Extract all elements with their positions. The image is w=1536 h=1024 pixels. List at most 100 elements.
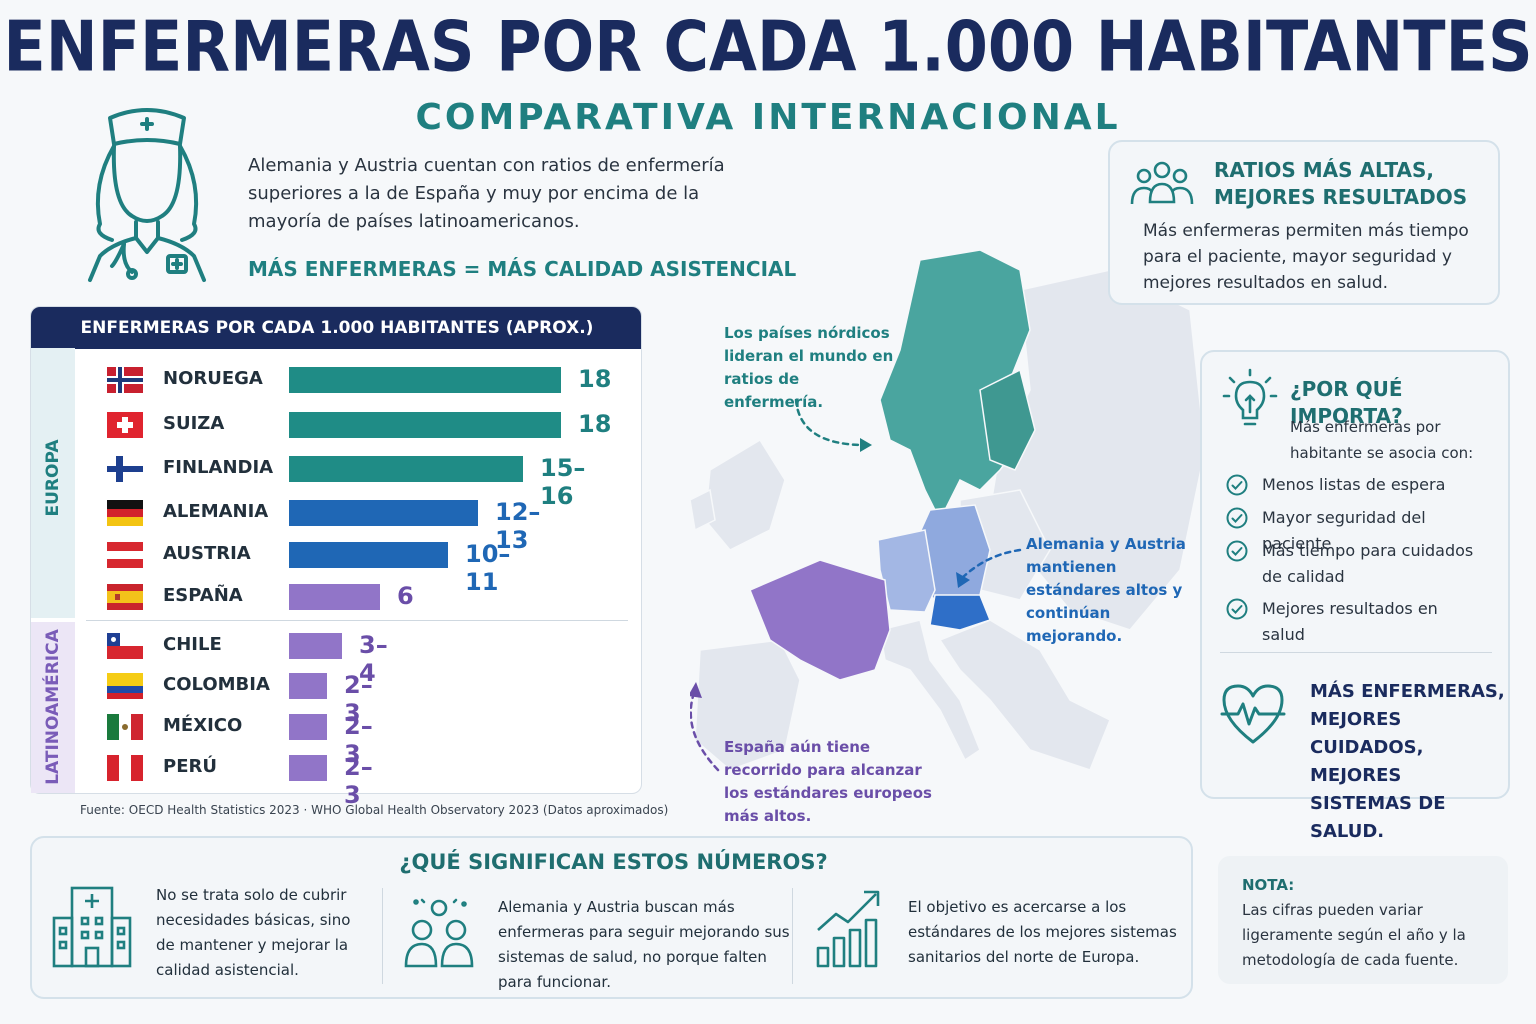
value-label: 3–4 (359, 631, 388, 687)
meaning-card: ¿QUÉ SIGNIFICAN ESTOS NÚMEROS? (30, 836, 1193, 999)
meaning-divider-1 (382, 888, 383, 984)
why-lead: Más enfermeras por habitante se asocia c… (1290, 418, 1474, 462)
check-circle-icon (1226, 507, 1248, 529)
map-benelux-germany (877, 529, 936, 613)
map-uk (704, 438, 786, 551)
ratios-text: Más enfermeras permiten más tiempo para … (1143, 221, 1469, 293)
why-closing: MÁS ENFERMERAS, MEJORES CUIDADOS, MEJORE… (1310, 681, 1505, 842)
page-subtitle: COMPARATIVA INTERNACIONAL (415, 97, 1121, 138)
bar-finlandia (289, 456, 523, 482)
spain-flag-icon (107, 584, 143, 610)
group-band-latam: LATINOAMÉRICA (31, 622, 75, 793)
norway-flag-icon (107, 367, 143, 393)
austria-flag-icon (107, 542, 143, 568)
group-divider (86, 620, 628, 621)
group-label-europe: EUROPA (43, 439, 63, 517)
value-label: 2–3 (344, 712, 373, 768)
note-text: Las cifras pueden variar ligeramente seg… (1242, 901, 1466, 969)
country-label: COLOMBIA (163, 674, 270, 695)
chile-flag-icon (107, 633, 143, 659)
mexico-flag-icon (107, 714, 143, 740)
people-icon (1130, 161, 1194, 205)
why-divider (1220, 652, 1492, 653)
colombia-flag-icon (107, 673, 143, 699)
country-label: AUSTRIA (163, 543, 251, 564)
why-title: ¿POR QUÉ IMPORTA? (1290, 377, 1403, 428)
meaning-divider-2 (792, 888, 793, 984)
country-label: ALEMANIA (163, 501, 269, 522)
bar-chile (289, 633, 342, 659)
bar-noruega (289, 367, 561, 393)
switzerland-flag-icon (107, 412, 143, 438)
arrowhead-nordic (860, 438, 872, 452)
map-finland (979, 368, 1036, 471)
map-france (749, 559, 891, 681)
country-label: PERÚ (163, 756, 217, 777)
family-icon (404, 898, 474, 968)
meaning-text-3: El objetivo es acercarse a los estándare… (908, 898, 1177, 966)
map-balkans (938, 619, 1111, 771)
value-label: 15–16 (540, 454, 586, 510)
nurse-icon (88, 108, 206, 282)
ratios-card: RATIOS MÁS ALTAS, MEJORES RESULTADOS Más… (1108, 140, 1500, 305)
intro-text: Alemania y Austria cuentan con ratios de… (248, 155, 725, 232)
note-card: NOTA: Las cifras pueden variar ligeramen… (1218, 856, 1508, 984)
value-label: 6 (397, 582, 414, 610)
arrow-germany (958, 548, 1022, 582)
chart-source: Fuente: OECD Health Statistics 2023 · WH… (80, 803, 669, 817)
value-label: 18 (578, 410, 612, 438)
note-title: NOTA: (1242, 876, 1295, 894)
ratios-title-2: MEJORES RESULTADOS (1214, 185, 1468, 209)
check-circle-icon (1226, 540, 1248, 562)
why-card: ¿POR QUÉ IMPORTA? Más enfermeras por hab… (1200, 350, 1510, 842)
map-ireland (690, 488, 716, 532)
country-label: MÉXICO (163, 715, 243, 736)
bar-austria (289, 542, 448, 568)
arrowhead-spain (690, 682, 702, 698)
map-note-germany: Alemania y Austria mantienen estándares … (1026, 535, 1186, 645)
meaning-text-1: No se trata solo de cubrir necesidades b… (156, 886, 351, 979)
europe-map (690, 250, 1206, 772)
why-item-label: Menos listas de espera (1262, 475, 1446, 494)
bar-alemania (289, 500, 478, 526)
bar-méxico (289, 714, 327, 740)
value-label: 18 (578, 365, 612, 393)
hospital-icon (52, 886, 132, 968)
page-title: ENFERMERAS POR CADA 1.000 HABITANTES (3, 5, 1533, 88)
why-item-label: Mejores resultados en salud (1262, 599, 1438, 644)
check-circle-icon (1226, 598, 1248, 620)
country-label: SUIZA (163, 413, 225, 434)
why-item-label: Mayor seguridad del paciente (1262, 508, 1426, 553)
bar-suiza (289, 412, 561, 438)
value-label: 10–11 (465, 540, 511, 596)
why-item-label: Más tiempo para cuidados de calidad (1262, 541, 1474, 586)
growth-chart-icon (816, 890, 880, 968)
value-label: 2–3 (344, 753, 373, 809)
group-band-europe: EUROPA (31, 348, 75, 618)
ratios-title-1: RATIOS MÁS ALTAS, (1214, 158, 1435, 182)
map-note-spain: España aún tiene recorrido para alcanzar… (724, 738, 932, 825)
country-label: FINLANDIA (163, 457, 274, 478)
bar-colombia (289, 673, 327, 699)
value-label: 12–13 (495, 498, 541, 554)
check-circle-icon (1226, 474, 1248, 496)
country-label: ESPAÑA (163, 585, 243, 606)
meaning-text-2: Alemania y Austria buscan más enfermeras… (498, 898, 790, 991)
finland-flag-icon (107, 456, 143, 482)
map-note-nordic: Los países nórdicos lideran el mundo en … (724, 324, 894, 411)
country-label: CHILE (163, 634, 222, 655)
chart-title: ENFERMERAS POR CADA 1.000 HABITANTES (AP… (31, 307, 641, 349)
bar-perú (289, 755, 327, 781)
map-austria (929, 594, 991, 631)
bar-españa (289, 584, 380, 610)
claim-text: MÁS ENFERMERAS = MÁS CALIDAD ASISTENCIAL (248, 257, 797, 281)
peru-flag-icon (107, 755, 143, 781)
group-label-latam: LATINOAMÉRICA (43, 629, 63, 785)
meaning-title: ¿QUÉ SIGNIFICAN ESTOS NÚMEROS? (399, 850, 828, 874)
arrow-nordic (794, 398, 867, 447)
lightbulb-icon (1222, 368, 1278, 426)
heart-pulse-icon (1220, 684, 1286, 744)
arrowhead-germany (956, 572, 970, 588)
value-label: 2–3 (344, 671, 373, 727)
germany-flag-icon (107, 500, 143, 526)
